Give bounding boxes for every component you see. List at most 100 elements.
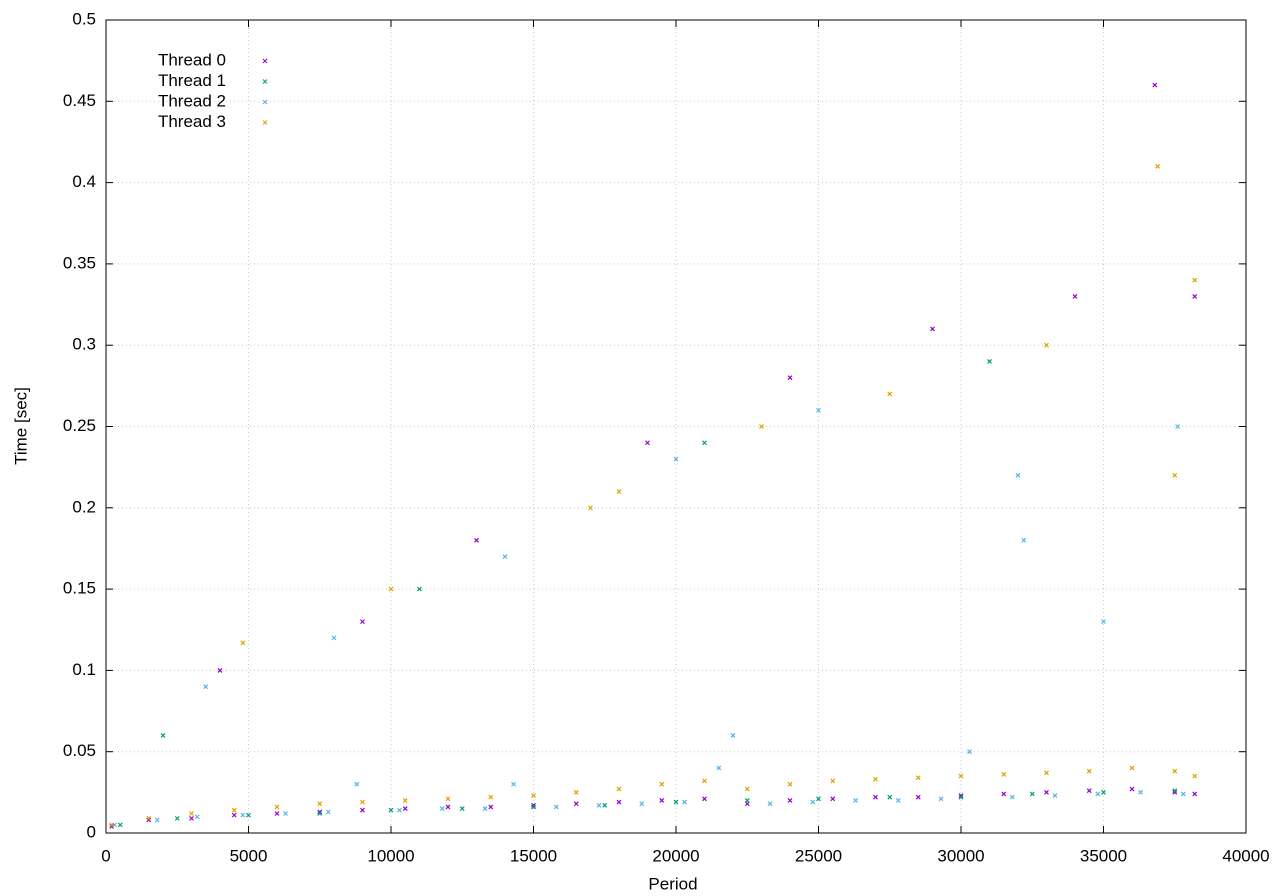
- y-tick-label: 0.2: [72, 497, 96, 516]
- y-tick-label: 0.35: [63, 253, 96, 272]
- data-point: [388, 807, 394, 813]
- data-point: [417, 586, 422, 592]
- data-point: [474, 537, 479, 543]
- data-point: [402, 798, 408, 803]
- data-point: [573, 789, 579, 795]
- data-point: [1192, 791, 1198, 797]
- data-point: [887, 794, 893, 800]
- data-point: [217, 667, 223, 673]
- data-point: [189, 811, 194, 816]
- x-tick-label: 25000: [795, 846, 842, 865]
- data-point: [616, 799, 622, 805]
- data-point: [702, 778, 707, 784]
- data-point: [639, 801, 645, 807]
- x-tick-label: 40000: [1222, 846, 1269, 865]
- y-axis-label: Time [sec]: [11, 387, 30, 465]
- legend-marker: [262, 58, 268, 64]
- data-point: [1192, 277, 1198, 283]
- y-tick-label: 0.5: [72, 9, 96, 28]
- data-point: [360, 807, 365, 813]
- y-tick-label: 0.3: [72, 335, 96, 354]
- data-point: [1072, 293, 1078, 299]
- data-point: [873, 794, 878, 800]
- data-point: [673, 799, 679, 805]
- data-point: [659, 798, 665, 803]
- data-point: [317, 801, 323, 807]
- data-point: [1044, 770, 1049, 776]
- data-point: [1172, 789, 1178, 795]
- data-point: [1086, 788, 1092, 794]
- data-point: [1095, 791, 1101, 797]
- y-tick-label: 0.45: [63, 91, 96, 110]
- data-point: [1152, 82, 1158, 88]
- data-point: [730, 733, 736, 738]
- data-point: [616, 786, 622, 792]
- legend-label: Thread 3: [158, 112, 226, 131]
- data-point: [531, 793, 536, 799]
- x-tick-label: 0: [101, 846, 110, 865]
- x-tick-label: 20000: [652, 846, 699, 865]
- data-point: [189, 815, 194, 821]
- data-point: [445, 804, 451, 810]
- legend-marker: [262, 99, 268, 105]
- data-point: [1172, 472, 1178, 478]
- data-point: [682, 799, 687, 805]
- data-point: [459, 806, 465, 812]
- data-point: [1175, 424, 1181, 429]
- data-point: [146, 817, 152, 823]
- data-point: [1101, 789, 1106, 795]
- data-point: [531, 802, 536, 808]
- data-point: [767, 801, 773, 807]
- x-tick-label: 10000: [367, 846, 414, 865]
- data-point: [716, 765, 722, 771]
- data-point: [744, 786, 750, 792]
- data-point: [246, 812, 251, 818]
- data-point: [274, 811, 280, 816]
- data-point: [109, 824, 115, 829]
- data-point: [787, 798, 793, 803]
- data-point: [274, 804, 280, 810]
- legend-marker: [262, 120, 268, 125]
- data-point: [360, 619, 365, 625]
- x-tick-label: 15000: [510, 846, 557, 865]
- legend-label: Thread 1: [158, 71, 226, 90]
- data-point: [830, 796, 836, 802]
- data-point: [194, 814, 200, 820]
- data-point: [958, 794, 964, 800]
- data-point: [645, 440, 650, 446]
- data-point: [174, 815, 180, 821]
- data-point: [1180, 791, 1186, 797]
- x-axis-label: Period: [648, 874, 697, 893]
- data-point: [1192, 773, 1198, 779]
- data-point: [231, 807, 237, 813]
- data-point: [531, 804, 536, 810]
- data-point: [1172, 788, 1178, 794]
- x-tick-label: 5000: [230, 846, 268, 865]
- y-tick-label: 0.15: [63, 579, 96, 598]
- data-point: [830, 778, 836, 784]
- data-point: [1029, 791, 1035, 797]
- data-point: [445, 796, 451, 802]
- data-point: [602, 802, 608, 808]
- data-point: [673, 456, 679, 462]
- data-point: [388, 586, 394, 592]
- data-point: [1015, 472, 1021, 478]
- data-point: [1001, 791, 1007, 797]
- data-point: [1001, 772, 1007, 777]
- data-point: [402, 806, 408, 812]
- y-tick-label: 0.4: [72, 172, 96, 191]
- data-point: [1009, 794, 1015, 800]
- data-point: [1129, 765, 1135, 771]
- data-point: [397, 807, 402, 813]
- data-point: [759, 424, 764, 429]
- data-point: [967, 749, 972, 755]
- data-point: [887, 391, 893, 397]
- data-point: [1086, 768, 1092, 774]
- data-point: [231, 812, 237, 818]
- data-point: [895, 798, 901, 803]
- data-point: [915, 794, 921, 800]
- data-point: [915, 775, 921, 781]
- data-point: [616, 489, 622, 494]
- y-tick-label: 0.25: [63, 416, 96, 435]
